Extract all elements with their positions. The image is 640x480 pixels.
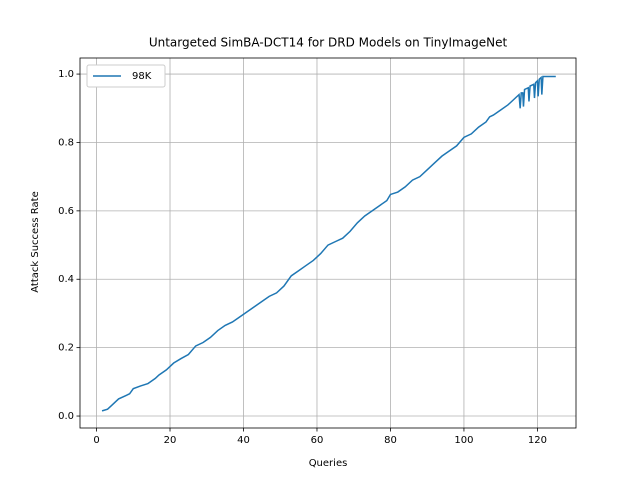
x-tick-label: 20 bbox=[164, 435, 177, 446]
y-tick-label: 0.6 bbox=[58, 206, 74, 217]
x-axis-label: Queries bbox=[309, 458, 348, 469]
x-tick-label: 60 bbox=[311, 435, 324, 446]
x-tick-label: 40 bbox=[237, 435, 250, 446]
x-tick-label: 100 bbox=[454, 435, 473, 446]
y-tick-label: 1.0 bbox=[58, 69, 74, 80]
chart-title: Untargeted SimBA-DCT14 for DRD Models on… bbox=[149, 36, 508, 50]
legend-label: 98K bbox=[132, 71, 152, 82]
y-tick-label: 0.4 bbox=[58, 274, 74, 285]
legend-box bbox=[86, 64, 166, 88]
y-axis-label: Attack Success Rate bbox=[30, 191, 41, 292]
x-tick-label: 0 bbox=[93, 435, 99, 446]
data-line bbox=[101, 75, 556, 412]
x-tick-label: 80 bbox=[384, 435, 397, 446]
y-tick-label: 0.0 bbox=[58, 411, 74, 422]
plot-frame bbox=[79, 57, 577, 429]
legend: 98K bbox=[86, 64, 166, 88]
y-tick-label: 0.2 bbox=[58, 343, 74, 354]
y-tick-label: 0.8 bbox=[58, 137, 74, 148]
x-tick-label: 120 bbox=[528, 435, 547, 446]
